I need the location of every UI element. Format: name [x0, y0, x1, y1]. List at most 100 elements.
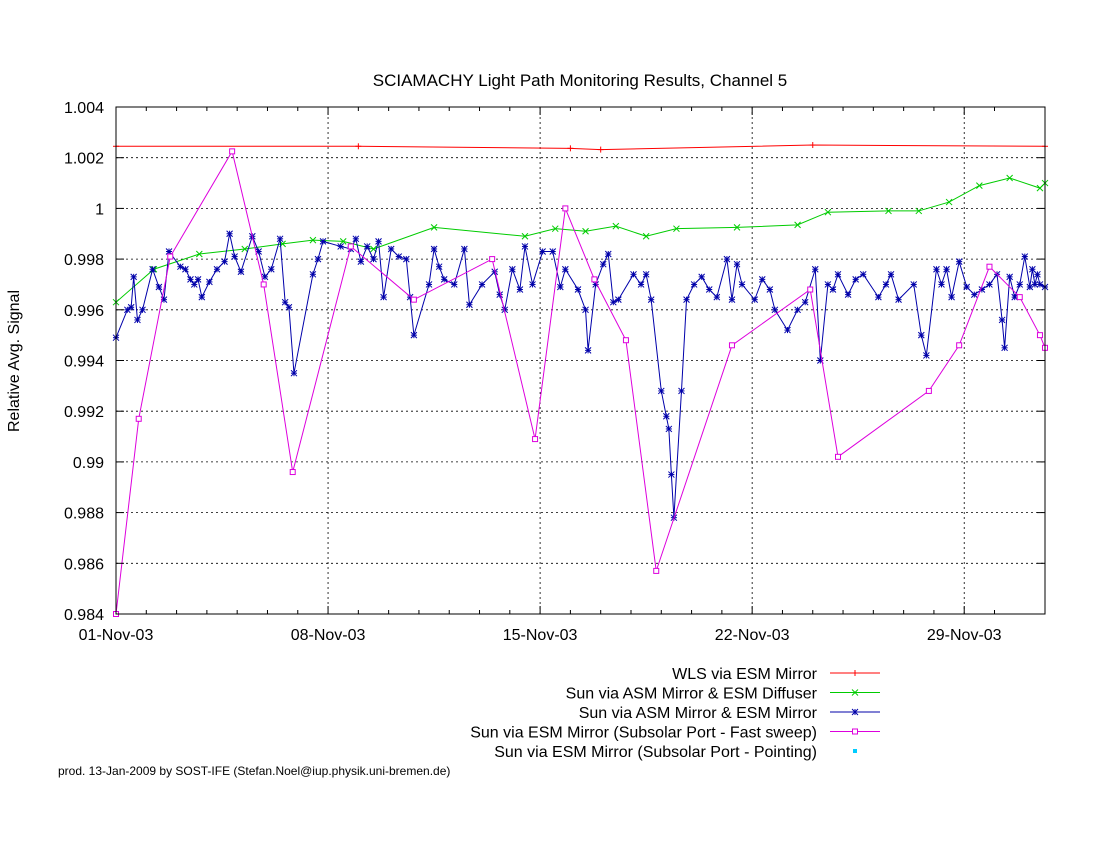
data-point — [187, 276, 194, 283]
data-point — [355, 143, 362, 150]
data-point — [945, 198, 953, 206]
data-point — [713, 293, 721, 301]
chart-title: SCIAMACHY Light Path Monitoring Results,… — [373, 71, 788, 90]
ticks: 0.984 0.986 0.988 0.99 0.992 0.994 0.996 0.998 1… — [64, 100, 1045, 644]
data-point — [450, 281, 458, 288]
data-point — [309, 236, 317, 244]
data-point — [149, 265, 156, 273]
data-point — [943, 265, 950, 273]
data-point — [887, 270, 895, 278]
grid — [116, 107, 1045, 614]
y-tick-label: 0.986 — [64, 556, 104, 573]
data-point — [375, 238, 382, 245]
y-tick-label: 0.99 — [73, 455, 104, 472]
data-point — [922, 352, 930, 359]
legend-marker — [852, 670, 858, 676]
data-point — [516, 286, 524, 293]
data-point — [281, 298, 289, 306]
data-point — [1001, 344, 1008, 352]
data-point — [155, 283, 163, 291]
data-point — [668, 471, 675, 478]
data-point — [597, 146, 604, 153]
data-point — [231, 253, 239, 260]
data-point — [370, 255, 377, 263]
data-point — [337, 243, 345, 250]
data-point — [567, 145, 574, 152]
y-tick-label: 1 — [95, 201, 104, 218]
data-point — [678, 387, 685, 395]
data-point — [794, 221, 801, 229]
series-line — [115, 177, 1046, 303]
data-point — [758, 276, 766, 283]
data-point — [690, 281, 698, 288]
y-tick-label: 0.994 — [64, 354, 104, 371]
data-point — [261, 273, 269, 281]
series-sun-via-asm-mirror-esm-mirror — [112, 230, 1049, 522]
data-point — [615, 296, 622, 304]
data-point — [807, 286, 814, 293]
data-point — [1031, 281, 1039, 288]
y-tick-label: 0.992 — [64, 404, 104, 421]
data-point — [728, 296, 736, 304]
data-point — [139, 306, 146, 314]
data-point — [478, 281, 486, 288]
series-line — [115, 150, 1046, 615]
data-point — [1029, 265, 1036, 273]
data-point — [925, 387, 932, 394]
data-point — [599, 260, 607, 268]
data-point — [309, 270, 317, 278]
data-point — [986, 263, 993, 270]
x-tick-label: 22-Nov-03 — [715, 627, 790, 644]
data-point — [380, 293, 387, 301]
series-line — [116, 144, 1046, 151]
data-point — [829, 286, 837, 293]
legend-item: WLS via ESM Mirror — [672, 666, 880, 683]
data-point — [963, 283, 971, 291]
legend-label: Sun via ESM Mirror (Subsolar Port - Poin… — [494, 744, 817, 761]
data-point — [662, 412, 670, 420]
data-point — [1006, 174, 1014, 182]
data-point — [267, 265, 275, 273]
data-point — [387, 245, 395, 253]
data-point — [289, 469, 296, 476]
y-tick-label: 0.996 — [64, 303, 104, 320]
data-point — [591, 276, 598, 283]
legend-marker — [852, 728, 858, 735]
plot-frame — [115, 106, 1046, 615]
legend-marker — [853, 749, 857, 753]
data-point — [665, 425, 673, 433]
data-point — [955, 258, 963, 265]
data-point — [859, 270, 867, 278]
data-point — [521, 243, 529, 250]
data-point — [363, 243, 371, 250]
data-point — [933, 265, 940, 273]
data-point — [794, 306, 801, 314]
data-point — [134, 316, 141, 324]
data-point — [882, 281, 890, 288]
data-point — [875, 293, 882, 301]
data-point — [642, 270, 650, 278]
legend-label: Sun via ESM Mirror (Subsolar Port - Fast… — [470, 725, 817, 742]
data-point — [970, 291, 978, 298]
data-point — [532, 436, 539, 443]
data-point — [844, 291, 852, 298]
data-point — [811, 265, 819, 273]
legend-item: Sun via ASM Mirror & ESM Diffuser — [566, 686, 880, 703]
data-point — [221, 258, 228, 265]
data-point — [165, 248, 173, 255]
data-point — [1036, 184, 1044, 192]
data-point — [529, 281, 536, 288]
data-point — [430, 224, 438, 231]
legend-item: Sun via ESM Mirror (Subsolar Port - Fast… — [470, 725, 880, 742]
data-point — [551, 225, 559, 233]
data-point — [956, 342, 963, 349]
data-point — [657, 387, 665, 395]
data-point — [425, 281, 433, 288]
data-point — [801, 298, 809, 306]
data-point — [229, 148, 236, 155]
data-point — [784, 326, 791, 334]
data-point — [194, 276, 202, 283]
data-point — [653, 567, 660, 574]
data-point — [135, 415, 142, 422]
